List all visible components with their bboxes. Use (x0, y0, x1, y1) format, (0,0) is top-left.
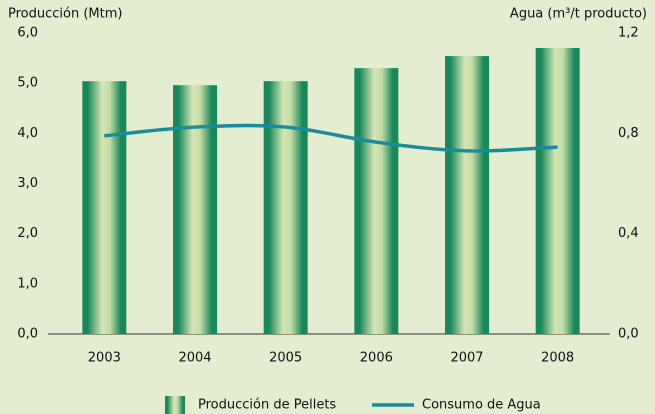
y2-tick-label: 0,0 (618, 327, 639, 342)
y2-tick-label: 0,4 (618, 226, 639, 241)
bar (263, 81, 308, 334)
bar (535, 48, 580, 335)
legend-label: Producción de Pellets (198, 398, 336, 413)
y2-axis-label: Agua (m³/t producto) (510, 7, 647, 22)
y-axis-label: Producción (Mtm) (8, 7, 122, 22)
bar (445, 56, 489, 335)
bar (354, 68, 399, 334)
bar (82, 81, 127, 334)
y2-tick-label: 1,2 (618, 26, 639, 41)
x-tick-label: 2007 (450, 351, 483, 366)
line (104, 123, 558, 153)
x-tick-label: 2006 (360, 351, 393, 366)
legend-swatch (165, 396, 185, 414)
y-tick-label: 6,0 (17, 26, 38, 41)
x-tick-label: 2004 (178, 351, 211, 366)
y-tick-label: 0,0 (17, 327, 38, 342)
y-tick-label: 4,0 (17, 126, 38, 141)
x-tick-label: 2008 (541, 351, 574, 366)
y-tick-label: 2,0 (17, 226, 38, 241)
y2-tick-label: 0,8 (618, 126, 639, 141)
x-tick-label: 2003 (88, 351, 121, 366)
y-tick-label: 3,0 (17, 176, 38, 191)
y-tick-label: 5,0 (17, 76, 38, 91)
x-tick-label: 2005 (269, 351, 302, 366)
y-tick-label: 1,0 (17, 276, 38, 291)
legend-label: Consumo de Agua (422, 398, 541, 413)
bar (173, 85, 217, 334)
